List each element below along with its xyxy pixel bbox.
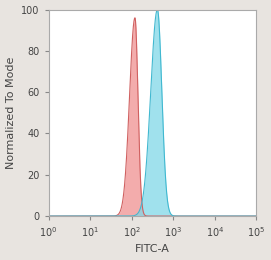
- X-axis label: FITC-A: FITC-A: [135, 244, 170, 255]
- Y-axis label: Normalized To Mode: Normalized To Mode: [6, 57, 15, 169]
